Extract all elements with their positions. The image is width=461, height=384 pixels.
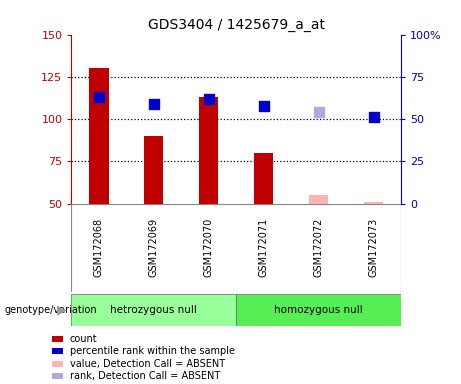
Bar [89, 68, 108, 204]
Text: GSM172070: GSM172070 [204, 218, 214, 277]
Text: homozygous null: homozygous null [274, 305, 363, 315]
Text: value, Detection Call = ABSENT: value, Detection Call = ABSENT [70, 359, 225, 369]
Text: GSM172069: GSM172069 [149, 218, 159, 277]
Text: rank, Detection Call = ABSENT: rank, Detection Call = ABSENT [70, 371, 220, 381]
Text: GSM172072: GSM172072 [313, 218, 324, 277]
Text: GSM172071: GSM172071 [259, 218, 269, 277]
Bar [309, 195, 328, 204]
Point [315, 109, 322, 115]
Bar [144, 136, 164, 204]
Bar [52, 361, 63, 367]
Point [260, 103, 267, 109]
Bar [364, 202, 383, 204]
Point [95, 94, 103, 100]
Text: GSM172073: GSM172073 [369, 218, 378, 277]
Point [205, 96, 213, 102]
Bar [254, 153, 273, 204]
Bar [236, 295, 401, 326]
Text: count: count [70, 334, 97, 344]
Point [370, 114, 377, 121]
Text: GSM172068: GSM172068 [94, 218, 104, 277]
Bar [52, 336, 63, 342]
Text: hetrozygous null: hetrozygous null [111, 305, 197, 315]
Text: percentile rank within the sample: percentile rank within the sample [70, 346, 235, 356]
Bar [52, 348, 63, 354]
Text: genotype/variation: genotype/variation [5, 305, 97, 315]
Bar [52, 373, 63, 379]
Bar [71, 295, 236, 326]
Text: ▶: ▶ [57, 304, 67, 316]
Point [150, 101, 158, 107]
Bar [199, 97, 219, 204]
Title: GDS3404 / 1425679_a_at: GDS3404 / 1425679_a_at [148, 18, 325, 32]
